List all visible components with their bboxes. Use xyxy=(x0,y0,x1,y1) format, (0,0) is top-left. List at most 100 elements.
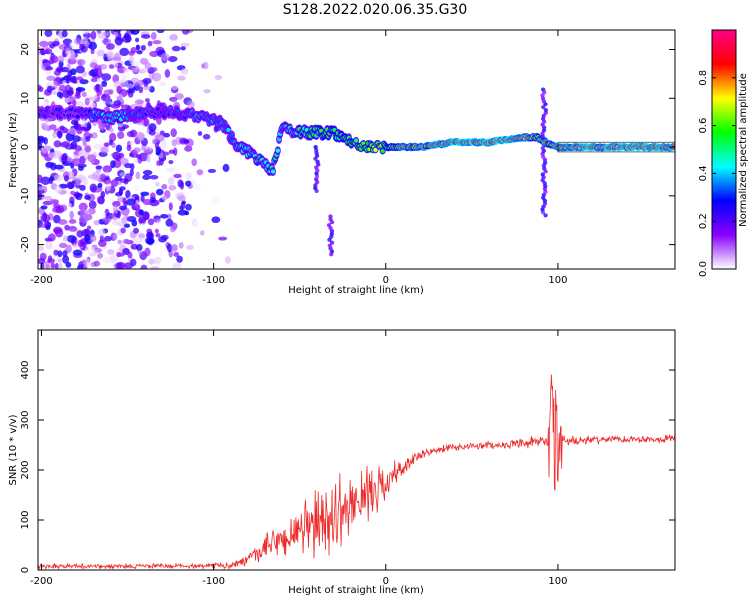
spectrogram-noise-cell xyxy=(115,144,123,153)
spectrogram-noise-cell xyxy=(105,175,110,181)
spectrogram-noise-cell xyxy=(53,140,62,148)
snr-series-line xyxy=(38,374,675,570)
spectrogram-disturbance-cell xyxy=(541,113,546,118)
snr-x-tick-label: 100 xyxy=(548,576,567,587)
spectrogram-noise-cell xyxy=(64,47,71,56)
spectrogram-noise-cell xyxy=(148,258,155,265)
spectrogram-noise-cell xyxy=(52,46,61,54)
spectrogram-noise-cell xyxy=(141,34,151,39)
spectrogram-noise-cell xyxy=(169,225,176,233)
spectrogram-ridge-cell xyxy=(270,169,276,174)
spectrogram-disturbance-cell xyxy=(540,96,546,101)
spectrogram-noise-cell xyxy=(110,179,119,188)
spectrogram-noise-cell xyxy=(171,45,181,52)
spectrogram-ridge-cell xyxy=(353,138,359,143)
spectrogram-noise-cell xyxy=(82,36,88,45)
spectrogram-noise-cell xyxy=(103,235,112,242)
spectrogram-noise-cell xyxy=(65,244,72,254)
spectrogram-disturbance-cell xyxy=(327,237,332,242)
spectrogram-x-axis: -200 -100 0 100 xyxy=(30,30,567,286)
spectrogram-noise-cell xyxy=(142,174,151,180)
spectrogram-noise-cell xyxy=(77,165,84,171)
spectrogram-noise-cell xyxy=(45,241,53,250)
spectrogram-noise-cell xyxy=(76,101,85,107)
spectrogram-noise-cell xyxy=(119,47,130,57)
spectrogram-noise-cell xyxy=(150,30,159,33)
spectrogram-noise-cell xyxy=(48,178,54,185)
spectrogram-noise-cell xyxy=(124,163,133,169)
spectrogram-noise-cell xyxy=(145,43,155,52)
spectrogram-noise-cell xyxy=(73,121,79,129)
spectrogram-noise-cell xyxy=(141,145,146,152)
spectrogram-noise-cell xyxy=(109,132,117,142)
spectrogram-noise-cell xyxy=(45,224,51,231)
spectrogram-noise-cell xyxy=(173,251,180,257)
colorbar-tick-label: 0.4 xyxy=(698,165,709,181)
spectrogram-noise-cell xyxy=(67,202,72,208)
spectrogram-disturbance-cell xyxy=(543,110,549,115)
spectrogram-noise-cell xyxy=(68,127,77,135)
spectrogram-noise-cell xyxy=(155,233,161,238)
spectrogram-noise-cell xyxy=(180,42,190,47)
spectrogram-noise-cell xyxy=(158,81,167,87)
spectrogram-noise-cell xyxy=(75,65,85,74)
spectrogram-noise-cell xyxy=(119,172,127,177)
spectrogram-noise-cell xyxy=(146,237,155,245)
spectrogram-noise-cell xyxy=(98,228,106,236)
spectrogram-noise-cell xyxy=(70,190,76,196)
spectrogram-noise-cell xyxy=(89,183,98,193)
spectrogram-noise-cell xyxy=(61,141,71,147)
spectrogram-noise-cell xyxy=(218,236,228,241)
snr-x-tick-label: 0 xyxy=(383,576,389,587)
spectrogram-noise-cell xyxy=(110,160,116,169)
spectrogram-noise-cell xyxy=(141,44,146,51)
spectrogram-noise-cell xyxy=(74,191,80,199)
spectrogram-disturbance-cell xyxy=(326,223,332,228)
spectrogram-noise-cell xyxy=(134,99,144,105)
spectrogram-noise-cell xyxy=(142,198,152,206)
spectrogram-noise-cell xyxy=(50,262,56,269)
spectrogram-disturbance-cell xyxy=(315,159,320,164)
spectrogram-noise-cell xyxy=(53,174,62,182)
spectrogram-noise-cell xyxy=(138,86,144,94)
spectrogram-noise-cell xyxy=(63,175,70,182)
spectrogram-noise-cell xyxy=(121,216,128,224)
spectrogram-noise-cell xyxy=(54,185,62,194)
spectrogram-noise-cell xyxy=(115,37,123,46)
spectrogram-noise-cell xyxy=(180,68,189,76)
snr-xlabel: Height of straight line (km) xyxy=(288,585,424,596)
snr-y-tick-label: 300 xyxy=(20,410,31,429)
spectrogram-noise-cell xyxy=(123,70,131,79)
spectrogram-noise-cell xyxy=(83,151,88,160)
spectrogram-noise-cell xyxy=(92,94,98,100)
spectrogram-marks xyxy=(38,30,675,269)
spectrogram-noise-cell xyxy=(72,175,77,182)
snr-y-tick-label: 100 xyxy=(20,510,31,529)
spectrogram-noise-cell xyxy=(56,65,64,73)
spectrogram-noise-cell xyxy=(119,164,125,172)
spectrogram-noise-cell xyxy=(222,163,230,172)
spectrogram-noise-cell xyxy=(138,209,144,216)
spectrogram-y-tick-label: 0 xyxy=(20,144,31,150)
spectrogram-noise-cell xyxy=(66,63,71,71)
spectrogram-noise-cell xyxy=(172,262,182,269)
spectrogram-noise-cell xyxy=(38,186,45,191)
spectrogram-noise-cell xyxy=(176,255,183,263)
spectrogram-noise-cell xyxy=(129,258,137,267)
spectrogram-noise-cell xyxy=(52,150,63,159)
spectrogram-noise-cell xyxy=(167,176,175,185)
spectrogram-noise-cell xyxy=(77,59,86,66)
spectrogram-noise-cell xyxy=(126,88,136,94)
spectrogram-noise-cell xyxy=(86,225,92,230)
spectrogram-noise-cell xyxy=(38,86,44,93)
spectrogram-noise-cell xyxy=(126,198,136,206)
spectrogram-noise-cell xyxy=(197,131,203,136)
spectrogram-noise-cell xyxy=(38,245,44,252)
spectrogram-noise-cell xyxy=(224,256,231,264)
spectrogram-x-tick-label: 0 xyxy=(383,275,389,286)
spectrogram-disturbance-cell xyxy=(313,183,318,188)
spectrogram-noise-cell xyxy=(51,90,57,95)
spectrogram-noise-cell xyxy=(151,67,158,72)
spectrogram-noise-cell xyxy=(161,195,168,201)
spectrogram-noise-cell xyxy=(57,55,65,63)
